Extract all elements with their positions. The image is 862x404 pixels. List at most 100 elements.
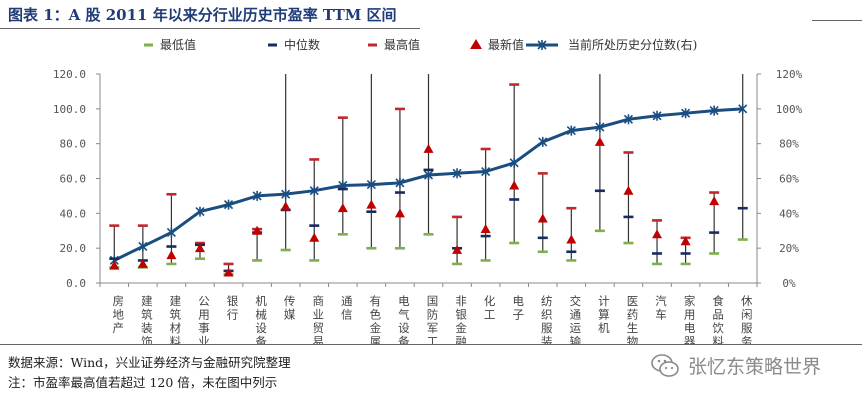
wechat-icon	[651, 353, 679, 377]
x-tick-label: 机械设备	[254, 294, 268, 344]
median-marker	[480, 234, 491, 238]
max-marker	[566, 206, 577, 210]
pe-range-chart: 0.0 20.0 40.0 60.0 80.0 100.0 120.0 0% 20% 40% 60%…	[53, 37, 803, 344]
title-rule	[0, 28, 420, 29]
x-tick-label: 化工	[483, 294, 497, 322]
max-marker	[337, 116, 348, 119]
percentile-point	[281, 189, 291, 200]
percentile-point	[138, 241, 148, 252]
median-marker	[166, 245, 177, 248]
x-tick-label: 交通运输	[568, 294, 582, 344]
min-marker	[623, 241, 634, 245]
footnote: 注：市盈率最高值若超过 120 倍，未在图中列示	[8, 375, 278, 390]
y-right-tick-label: 80%	[779, 138, 799, 151]
median-marker	[737, 206, 748, 210]
max-marker	[394, 107, 405, 111]
max-marker	[480, 147, 491, 151]
median-marker	[309, 224, 320, 227]
x-tick-label: 电子	[511, 295, 525, 322]
y-left-tick-label: 80.0	[60, 138, 87, 151]
chart-title: 图表 1：A 股 2011 年以来分行业历史市盈率 TTM 区间	[8, 6, 397, 24]
min-marker	[166, 262, 177, 266]
median-marker	[709, 231, 720, 234]
legend-label: 最高值	[384, 37, 420, 52]
y-right-tick-label: 0%	[782, 277, 796, 290]
legend-max-swatch	[368, 43, 377, 47]
median-marker	[680, 252, 691, 255]
percentile-point	[395, 177, 405, 188]
median-marker	[366, 210, 377, 213]
min-marker	[537, 250, 548, 254]
min-marker	[194, 257, 205, 261]
median-marker	[594, 189, 605, 193]
x-tick-label: 商业贸易	[311, 294, 325, 344]
watermark: 张忆东策略世界	[650, 352, 821, 379]
latest-marker	[509, 180, 520, 190]
percentile-point	[423, 170, 434, 181]
max-marker	[537, 172, 548, 175]
x-tick-label: 建筑材料	[168, 294, 182, 344]
percentile-point	[223, 199, 234, 210]
min-marker	[737, 238, 748, 241]
latest-marker	[566, 234, 577, 244]
x-tick-label: 公用事业	[197, 295, 211, 344]
latest-marker	[680, 236, 691, 246]
median-marker	[623, 215, 634, 219]
min-marker	[252, 259, 263, 262]
latest-marker	[709, 196, 720, 206]
min-marker	[480, 259, 491, 262]
legend-label: 最低值	[160, 37, 196, 52]
median-marker	[423, 168, 434, 172]
min-marker	[423, 233, 434, 236]
percentile-point	[452, 168, 462, 179]
x-tick-label: 家用电器	[683, 294, 697, 344]
percentile-point	[709, 105, 719, 116]
median-marker	[566, 250, 577, 254]
min-marker	[509, 241, 520, 245]
max-marker	[223, 262, 234, 266]
median-marker	[109, 257, 120, 261]
latest-marker	[337, 203, 348, 213]
title-rule-right	[812, 20, 862, 21]
median-marker	[509, 198, 520, 201]
min-marker	[652, 262, 663, 266]
latest-marker	[423, 143, 434, 153]
y-left-tick-label: 60.0	[60, 173, 87, 186]
min-marker	[566, 259, 577, 262]
legend-latest-swatch	[470, 39, 482, 49]
latest-marker	[309, 232, 320, 242]
percentile-point	[595, 122, 605, 133]
max-marker	[137, 224, 148, 227]
latest-marker	[452, 244, 463, 254]
max-marker	[623, 151, 634, 154]
latest-marker	[623, 185, 634, 195]
legend-label: 中位数	[284, 37, 320, 52]
latest-marker	[366, 199, 377, 209]
legend-label: 当前所处历史分位数(右)	[568, 37, 697, 52]
percentile-point	[309, 185, 319, 196]
legend-min-swatch	[144, 43, 153, 47]
x-tick-label: 通信	[340, 295, 354, 322]
y-left-tick-label: 40.0	[60, 207, 87, 220]
x-tick-label: 食品饮料	[711, 294, 725, 344]
y-left-tick-label: 20.0	[60, 242, 87, 255]
percentile-point	[623, 114, 634, 125]
percentile-point	[166, 227, 176, 238]
legend-percentile-marker	[537, 40, 547, 50]
min-marker	[680, 262, 691, 266]
latest-marker	[394, 208, 405, 218]
percentile-point	[195, 206, 205, 217]
footer-rule	[0, 344, 862, 345]
latest-marker	[109, 260, 120, 270]
percentile-point	[252, 190, 262, 201]
y-left-tick-label: 100.0	[53, 103, 86, 116]
x-tick-label: 有色金属	[368, 294, 382, 344]
min-marker	[280, 248, 291, 252]
x-tick-label: 计算机	[597, 295, 611, 336]
max-marker	[309, 158, 320, 161]
latest-marker	[652, 229, 663, 239]
median-marker	[337, 187, 348, 191]
max-marker	[166, 192, 177, 196]
x-tick-label: 汽车	[654, 294, 668, 322]
latest-marker	[137, 258, 148, 268]
